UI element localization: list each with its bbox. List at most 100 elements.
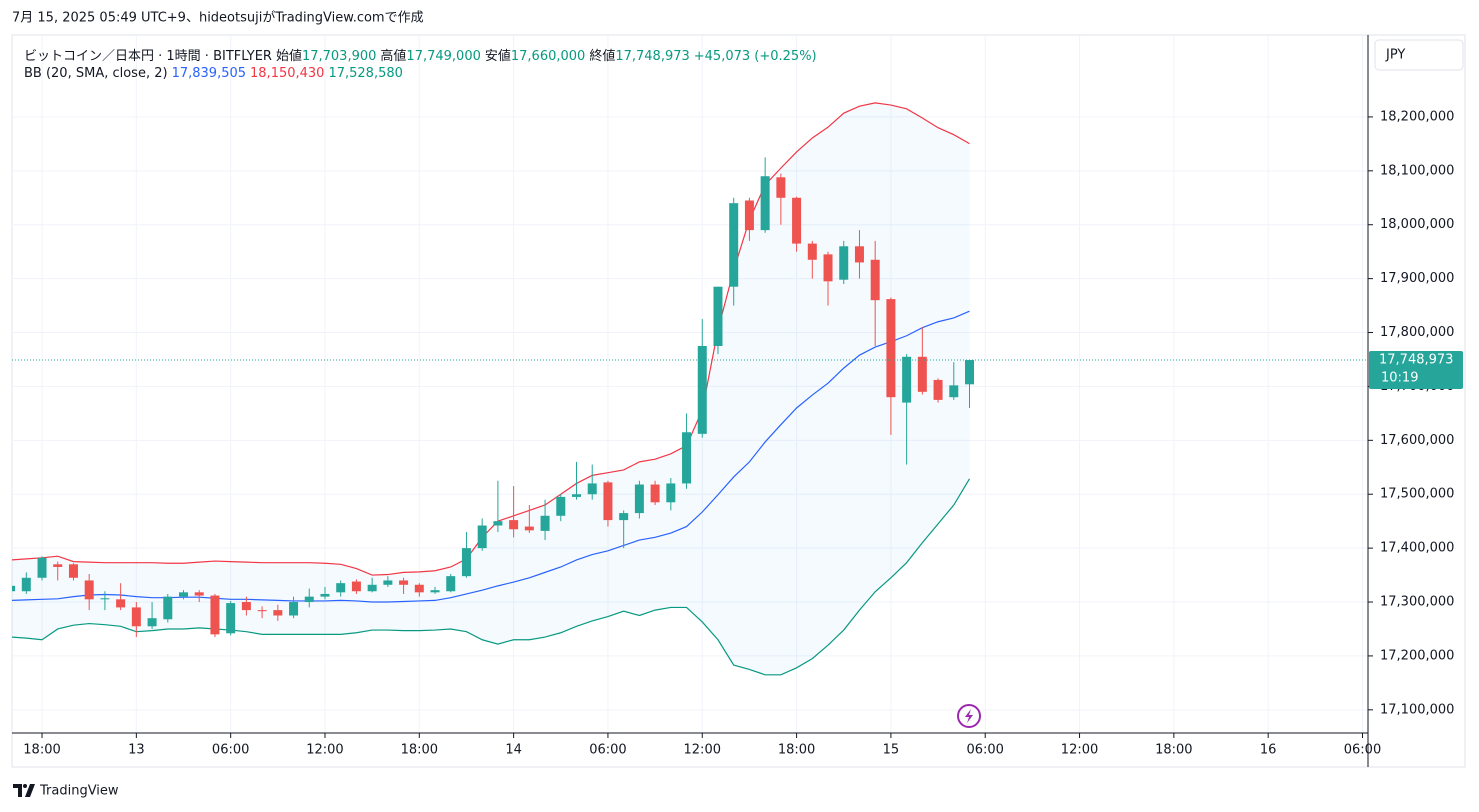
candle-body [163, 596, 173, 620]
candle-body [697, 346, 707, 434]
x-tick-label: 06:00 [966, 743, 1003, 758]
x-tick-label: 12:00 [1061, 743, 1098, 758]
candle-body [556, 496, 566, 516]
candle-body [603, 482, 613, 521]
indicator-value: 17,528,580 [328, 66, 403, 81]
band-fill [12, 102, 970, 675]
x-tick-label: 13 [128, 743, 145, 758]
candle-body [12, 585, 16, 592]
candle-body [917, 356, 927, 392]
candle-body [493, 521, 503, 526]
indicator-legend: BB (20, SMA, close, 2) 17,839,505 18,150,4… [24, 66, 407, 81]
x-tick-label: 18:00 [778, 743, 815, 758]
candle-body [461, 548, 471, 577]
candle-body [650, 484, 660, 503]
candle-body [37, 557, 47, 578]
band-line [12, 102, 970, 576]
candle-body [619, 513, 629, 521]
x-tick-label: 16 [1260, 743, 1277, 758]
symbol-legend: ビットコイン／日本円 · 1時間 · BITFLYER 始値17,703,900 高… [24, 45, 821, 64]
candle-body [53, 564, 63, 567]
candle-body [210, 595, 220, 635]
candle-body [320, 593, 330, 597]
candle-body [807, 243, 817, 260]
y-tick-label: 17,400,000 [1380, 541, 1454, 556]
candle-body [383, 580, 393, 585]
x-tick-label: 12:00 [306, 743, 343, 758]
candle-body [289, 602, 299, 616]
x-tick-label: 14 [505, 743, 522, 758]
ohlc-value: 17,660,000 [510, 49, 586, 64]
symbol: ビットコイン／日本円 · 1時間 · BITFLYER [24, 49, 272, 64]
candle-body [477, 525, 487, 549]
ohlc-label: 終値 [589, 49, 616, 64]
change: +45,073 (+0.25%) [693, 49, 817, 64]
candle-body [367, 584, 377, 592]
y-tick-label: 17,200,000 [1380, 648, 1454, 663]
candle-body [257, 610, 267, 612]
candle-body [760, 176, 770, 231]
candle-body [273, 610, 283, 616]
ohlc-value: 17,749,000 [406, 49, 481, 64]
x-tick-label: 12:00 [684, 743, 721, 758]
x-tick-label: 06:00 [212, 743, 249, 758]
candle-body [682, 432, 692, 484]
candle-body [84, 580, 94, 600]
candle-body [68, 564, 78, 578]
brand-logo [13, 784, 35, 797]
plot-area [12, 102, 975, 676]
ohlc-label: 始値 [275, 49, 302, 64]
candle-body [823, 254, 833, 282]
last-price-box [1369, 351, 1463, 390]
candle-body [509, 520, 519, 530]
indicator-value: 18,150,430 [250, 66, 325, 81]
currency-box[interactable] [1374, 39, 1464, 71]
currency: JPY [1385, 48, 1405, 63]
ohlc-value: 17,703,900 [301, 49, 377, 64]
ohlc-label: 高値 [380, 49, 407, 64]
candle-body [304, 596, 314, 603]
candle-body [351, 581, 361, 592]
candle-body [729, 203, 739, 287]
x-tick-label: 06:00 [1344, 743, 1381, 758]
y-tick-label: 17,100,000 [1380, 702, 1454, 717]
candle-body [886, 299, 896, 398]
candle-body [854, 246, 864, 263]
candle-body [744, 200, 754, 231]
y-tick-label: 17,600,000 [1380, 433, 1454, 448]
last-price-label: 17,748,973 [1379, 353, 1453, 368]
candle-body [933, 379, 943, 400]
candle-body [870, 259, 880, 301]
candle-body [572, 494, 582, 497]
y-tick-label: 18,100,000 [1380, 163, 1454, 178]
candle-body [226, 603, 236, 634]
candle-body [414, 584, 424, 593]
candle-body [524, 526, 534, 531]
ohlc-value: 17,748,973 [615, 49, 690, 64]
candle-body [21, 577, 31, 592]
frame [11, 34, 1466, 768]
replay-icon[interactable] [957, 704, 981, 728]
candle-body [965, 360, 975, 385]
band-line [12, 478, 971, 676]
candle-body [713, 286, 723, 347]
candle-body [839, 246, 849, 280]
x-tick-label: 18:00 [1155, 743, 1192, 758]
y-tick-label: 18,000,000 [1380, 217, 1454, 232]
candle-body [587, 483, 597, 495]
y-tick-label: 18,200,000 [1380, 109, 1454, 124]
candle-body [540, 515, 550, 531]
candle-body [792, 197, 802, 244]
y-tick-label: 17,800,000 [1380, 325, 1454, 340]
ohlc-label: 安値 [484, 49, 511, 64]
candle-body [666, 483, 676, 503]
candle-body [336, 583, 346, 593]
indicator-label: BB (20, SMA, close, 2) [24, 66, 168, 81]
x-tick-label: 06:00 [589, 743, 626, 758]
candle-body [194, 592, 204, 596]
attribution: 7月 15, 2025 05:49 UTC+9、hideotsujiがTradi… [12, 11, 424, 26]
x-tick-label: 18:00 [401, 743, 438, 758]
candle-body [147, 618, 157, 627]
